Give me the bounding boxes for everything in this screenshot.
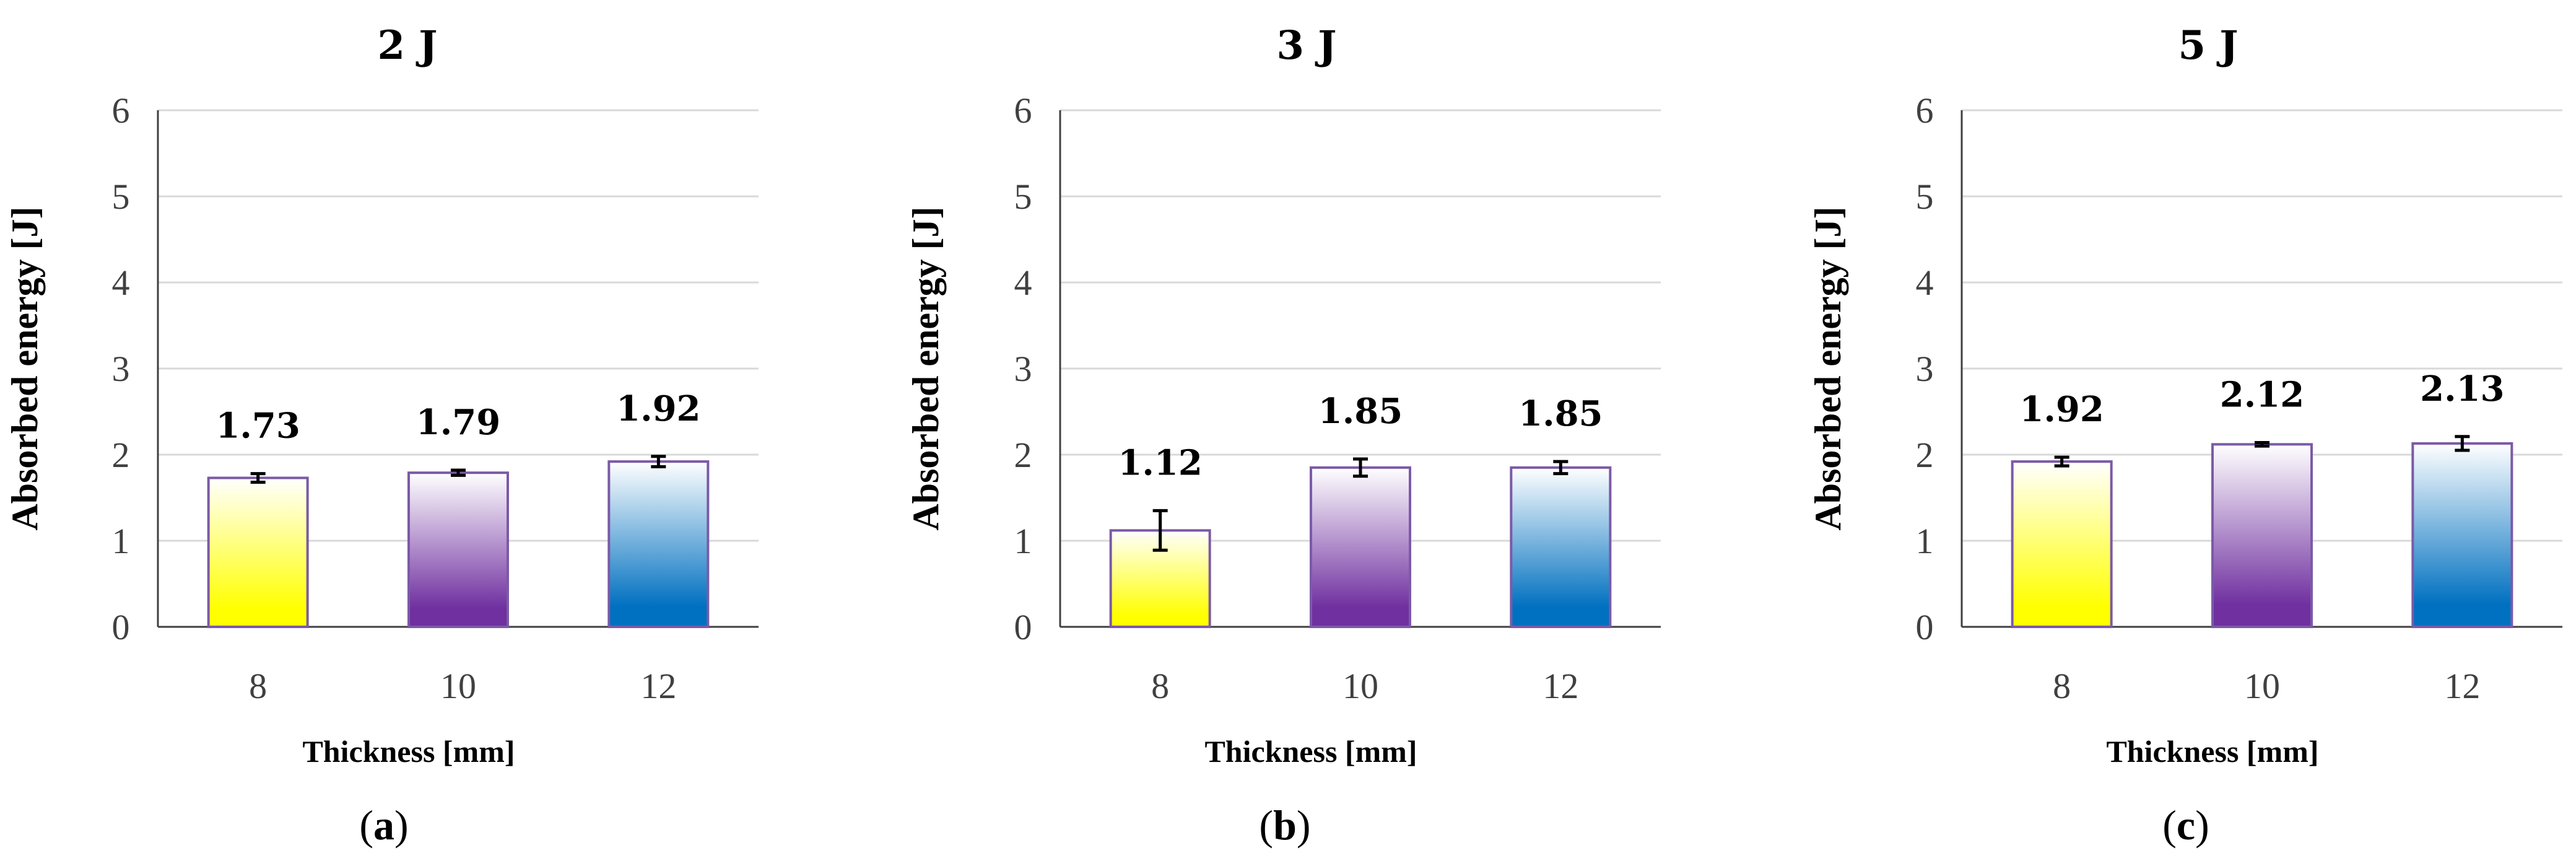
- bar-12mm: [1510, 466, 1612, 628]
- bar-10mm: [2211, 443, 2313, 628]
- panel-label-letter: c: [2177, 802, 2195, 849]
- bar-8mm: [2011, 460, 2113, 628]
- bar-12mm: [607, 460, 710, 628]
- y-tick-label: 4: [112, 263, 130, 303]
- panel-label-open: (: [2162, 802, 2177, 849]
- error-bar: [250, 472, 266, 484]
- data-label: 1.12: [1118, 442, 1202, 483]
- x-tick-label: 10: [440, 666, 476, 706]
- y-tick-label: 5: [1916, 177, 1934, 217]
- y-tick-label: 5: [1014, 177, 1032, 217]
- panel-label-letter: b: [1273, 802, 1297, 849]
- y-tick-label: 1: [1014, 521, 1032, 561]
- y-tick-label: 0: [112, 607, 130, 647]
- panel-label-close: ): [394, 802, 409, 849]
- panel-label-open: (: [1259, 802, 1273, 849]
- y-axis-label: Absorbed energy [J]: [1808, 206, 1848, 530]
- y-tick-label: 3: [112, 349, 130, 389]
- y-tick-label: 0: [1014, 607, 1032, 647]
- data-label: 1.92: [616, 388, 700, 429]
- y-tick-label: 5: [112, 177, 130, 217]
- x-axis-label: Thickness [mm]: [302, 734, 515, 769]
- y-axis-label: Absorbed energy [J]: [905, 206, 946, 530]
- y-tick-label: 6: [112, 90, 130, 131]
- x-axis-label: Thickness [mm]: [2106, 734, 2318, 769]
- error-bar: [1553, 460, 1569, 476]
- x-tick-label: 8: [249, 666, 267, 706]
- data-label: 1.85: [1518, 393, 1603, 434]
- y-tick-label: 6: [1014, 90, 1032, 131]
- data-label: 1.92: [2019, 389, 2104, 430]
- data-label: 1.85: [1318, 391, 1403, 432]
- y-tick-label: 1: [112, 521, 130, 561]
- chart-title: 2 J: [377, 22, 437, 69]
- panel-label-letter: a: [373, 802, 394, 849]
- panel-label-close: ): [1297, 802, 1311, 849]
- data-label: 1.79: [416, 402, 500, 443]
- y-tick-label: 0: [1916, 607, 1934, 647]
- panel-label: (c): [2162, 802, 2209, 849]
- y-tick-label: 3: [1916, 349, 1934, 389]
- y-tick-label: 2: [112, 435, 130, 475]
- x-tick-label: 12: [2444, 666, 2480, 706]
- y-tick-label: 6: [1916, 90, 1934, 131]
- x-tick-label: 8: [2053, 666, 2071, 706]
- y-tick-label: 4: [1014, 263, 1032, 303]
- data-label: 1.73: [215, 406, 300, 447]
- x-tick-label: 12: [1543, 666, 1578, 706]
- panel-label-close: ): [2195, 802, 2209, 849]
- error-bar: [651, 455, 666, 468]
- data-label: 2.13: [2420, 369, 2504, 409]
- chart-title: 5 J: [2178, 22, 2238, 69]
- error-bar: [451, 468, 466, 477]
- panel-label: (a): [359, 802, 408, 849]
- y-tick-label: 2: [1014, 435, 1032, 475]
- y-tick-label: 2: [1916, 435, 1934, 475]
- x-tick-label: 10: [1342, 666, 1378, 706]
- x-tick-label: 10: [2244, 666, 2280, 706]
- bar-10mm: [1310, 466, 1411, 628]
- error-bar: [1353, 457, 1368, 478]
- bar-8mm: [207, 476, 309, 629]
- x-axis-label: Thickness [mm]: [1204, 734, 1417, 769]
- error-bar: [2455, 435, 2470, 452]
- bar-10mm: [407, 471, 509, 628]
- y-tick-label: 4: [1916, 263, 1934, 303]
- y-tick-label: 3: [1014, 349, 1032, 389]
- error-bar: [1152, 509, 1168, 552]
- x-tick-label: 8: [1151, 666, 1169, 706]
- panel-label-open: (: [359, 802, 373, 849]
- bar-12mm: [2411, 442, 2513, 628]
- x-tick-label: 12: [640, 666, 676, 706]
- y-tick-label: 1: [1916, 521, 1934, 561]
- error-bar: [2255, 441, 2269, 448]
- error-bar: [2054, 455, 2069, 468]
- chart-title: 3 J: [1276, 22, 1336, 69]
- y-axis-label: Absorbed energy [J]: [4, 206, 45, 530]
- panel-label: (b): [1259, 802, 1310, 849]
- data-label: 2.12: [2220, 375, 2304, 416]
